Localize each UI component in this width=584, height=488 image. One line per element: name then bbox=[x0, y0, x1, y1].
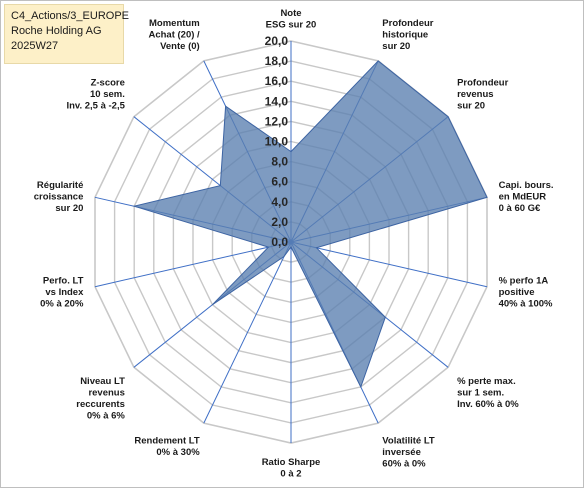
tick-label: 20,0 bbox=[265, 34, 289, 48]
axis-label: Capi. bours. en MdEUR 0 à 60 G€ bbox=[499, 180, 554, 214]
tick-label: 18,0 bbox=[265, 54, 289, 68]
axis-label: % perte max. sur 1 sem. Inv. 60% à 0% bbox=[457, 376, 519, 410]
header-category: C4_Actions/3_EUROPE bbox=[11, 10, 129, 22]
axis-label: % perfo 1A positive 40% à 100% bbox=[499, 276, 553, 310]
tick-label: 2,0 bbox=[271, 215, 288, 229]
tick-label: 4,0 bbox=[271, 195, 288, 209]
tick-layer: 0,0 2,0 4,0 6,0 8,0 10,0 12,0 14,0 16,0 18,0 20,0 bbox=[265, 34, 289, 249]
tick-label: 14,0 bbox=[265, 94, 289, 108]
axis-label: Volatilité LT inversée 60% à 0% bbox=[382, 436, 435, 470]
axis-label: Perfo. LT vs Index 0% à 20% bbox=[40, 276, 84, 310]
axis-label: Régularité croissance sur 20 bbox=[34, 180, 84, 214]
axis-spoke bbox=[94, 241, 292, 288]
series-layer bbox=[132, 60, 488, 389]
axis-spoke bbox=[290, 241, 488, 288]
axis-label: Profondeur historique sur 20 bbox=[382, 18, 433, 52]
tick-label: 0,0 bbox=[271, 235, 288, 249]
tick-label: 10,0 bbox=[265, 135, 289, 149]
axis-label: Niveau LT revenus reccurents 0% à 6% bbox=[76, 376, 125, 422]
axis-label: Profondeur revenus sur 20 bbox=[457, 77, 508, 111]
axis-spoke bbox=[203, 241, 292, 424]
axis-label: Z-score 10 sem. Inv. 2,5 à -2,5 bbox=[66, 77, 125, 111]
axis-label: Note ESG sur 20 bbox=[266, 8, 317, 31]
axis-label: Momentum Achat (20) / Vente (0) bbox=[148, 18, 200, 52]
axis-label-layer: Note ESG sur 20 Profondeur historique sur 20… bbox=[34, 8, 554, 480]
header-company: Roche Holding AG bbox=[11, 25, 102, 37]
tick-label: 12,0 bbox=[265, 114, 289, 128]
header-week: 2025W27 bbox=[11, 40, 59, 52]
axis-label: Ratio Sharpe 0 à 2 bbox=[262, 457, 321, 480]
chart-header-box: C4_Actions/3_EUROPE Roche Holding AG 202… bbox=[4, 4, 129, 64]
series-area bbox=[132, 60, 488, 389]
tick-label: 8,0 bbox=[271, 155, 288, 169]
tick-label: 6,0 bbox=[271, 175, 288, 189]
axis-label: Rendement LT 0% à 30% bbox=[134, 436, 200, 459]
tick-label: 16,0 bbox=[265, 74, 289, 88]
